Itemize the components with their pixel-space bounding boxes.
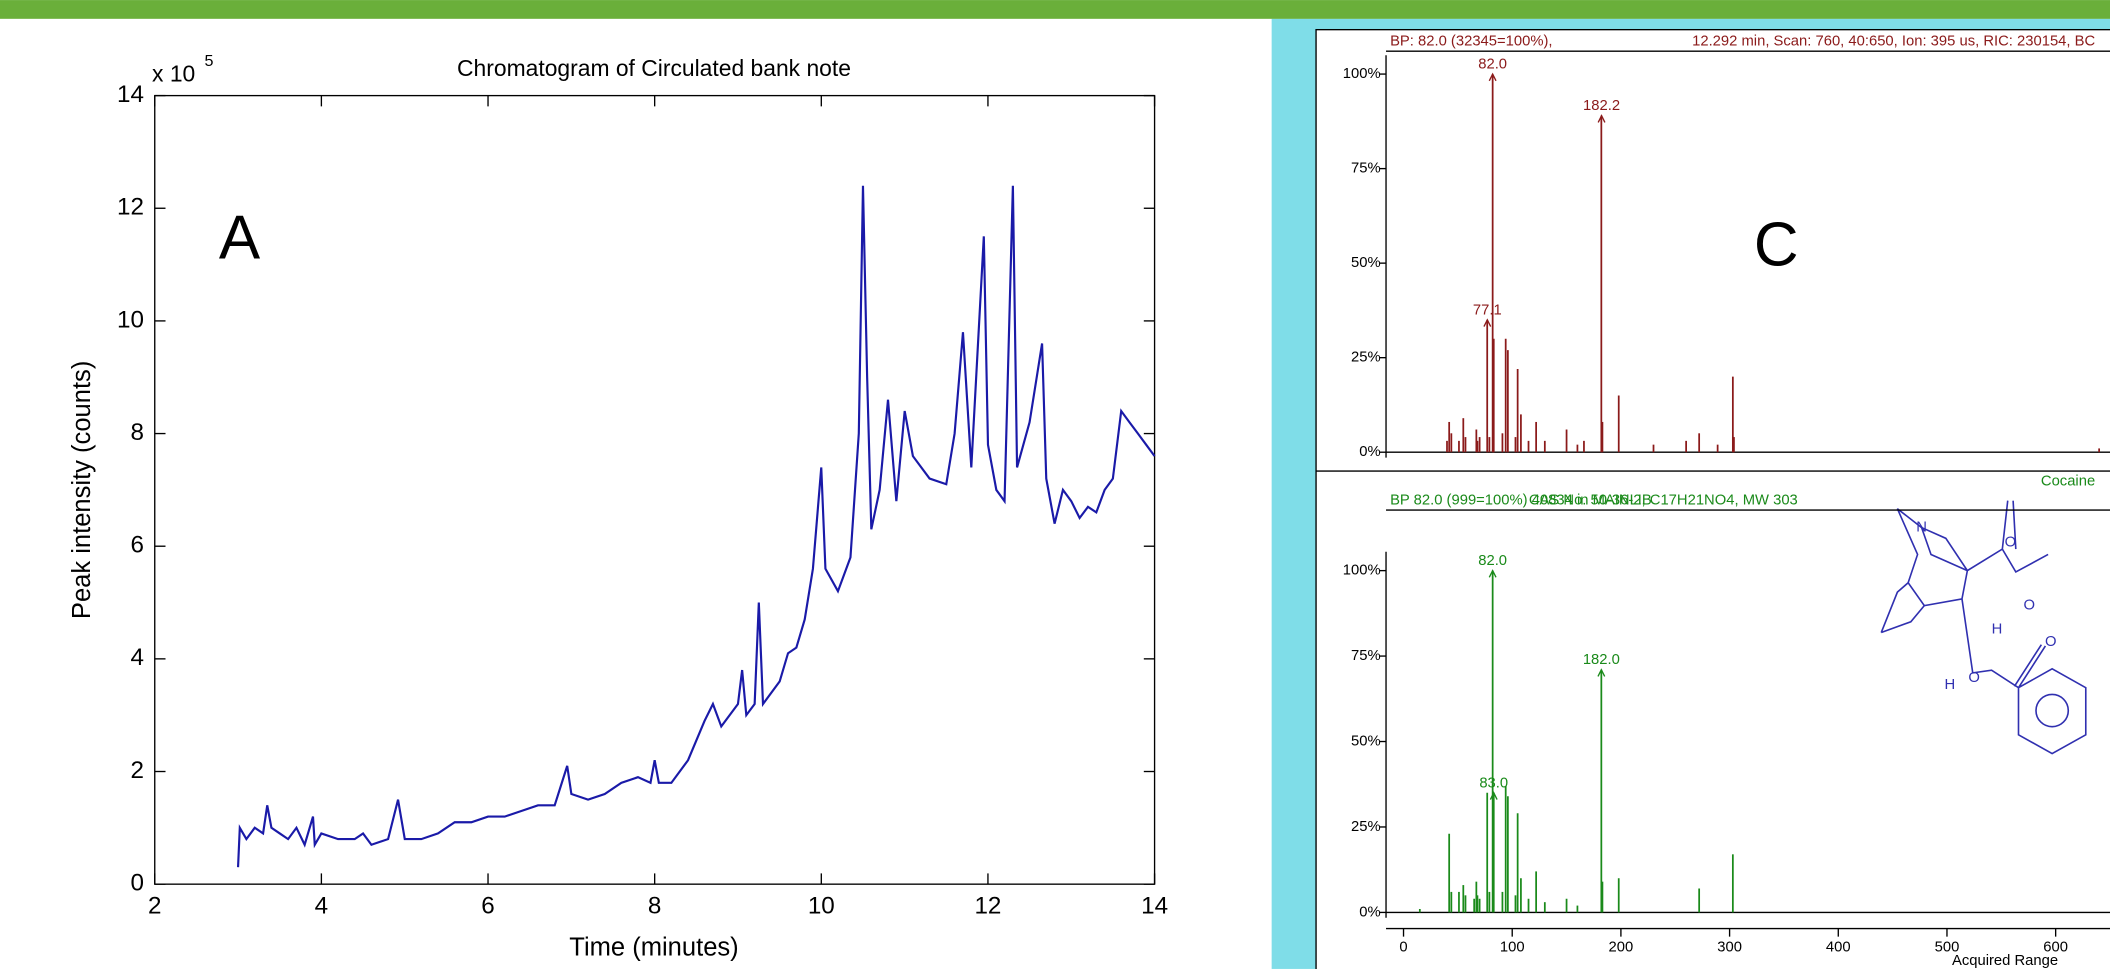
atom-label: O <box>2024 598 2036 614</box>
y-tick-label: 0% <box>1359 904 1380 920</box>
y-tick-label: 25% <box>1351 350 1381 366</box>
y-tick-label: 4 <box>131 644 144 671</box>
peak-label: 77.1 <box>1473 302 1502 318</box>
atom-label: O <box>1968 670 1980 686</box>
y-tick-label: 0% <box>1359 444 1380 460</box>
peak-label: 82.0 <box>1478 553 1507 569</box>
x-tick-label: 0 <box>1399 939 1407 955</box>
panel-letter: C <box>1754 210 1799 279</box>
top-bar <box>0 0 2110 19</box>
panel-letter: A <box>219 204 261 273</box>
x-tick-label: 600 <box>2043 939 2068 955</box>
x-tick-label: 300 <box>1717 939 1742 955</box>
y-tick-label: 10 <box>117 306 144 333</box>
y-tick-label: 6 <box>131 532 144 559</box>
peak-label: 182.0 <box>1583 652 1620 668</box>
y-tick-label: 75% <box>1351 161 1381 177</box>
header-right: 12.292 min, Scan: 760, 40:650, Ion: 395 … <box>1692 34 2095 50</box>
structure <box>1880 500 2087 755</box>
y-tick-label: 12 <box>117 194 144 221</box>
y-scale-exponent: 5 <box>205 52 214 70</box>
data-line <box>236 185 1156 868</box>
x-tick-label: 8 <box>648 892 661 919</box>
peak-label: 82.0 <box>1478 57 1507 73</box>
x-tick-label: 100 <box>1500 939 1525 955</box>
y-scale-label: x 10 <box>152 60 195 86</box>
atom-label: N <box>1916 519 1927 535</box>
y-tick-label: 0 <box>131 870 144 897</box>
y-tick-label: 25% <box>1351 819 1381 835</box>
peak-arrow <box>1488 569 1497 578</box>
x-axis-title: Acquired Range <box>1952 953 2058 969</box>
x-tick-label: 12 <box>974 892 1001 919</box>
peak-label: 83.0 <box>1479 775 1508 791</box>
header-left: BP: 82.0 (32345=100%), <box>1390 34 1552 50</box>
chart-title: Chromatogram of Circulated bank note <box>457 55 851 81</box>
y-tick-label: 75% <box>1351 648 1381 664</box>
left-panel <box>0 18 1272 969</box>
header-left: BP 82.0 (999=100%) 40834 in MAINLIB <box>1390 493 1652 509</box>
y-tick-label: 100% <box>1343 563 1381 579</box>
spectrum-panel <box>1315 28 2110 974</box>
y-tick-label: 50% <box>1351 733 1381 749</box>
header-right: CAS No. 50-36-2, C17H21NO4, MW 303 <box>1529 493 1798 509</box>
atom-label: H <box>1992 622 2003 638</box>
atom-label: O <box>2005 534 2017 550</box>
peak-arrow <box>1483 318 1492 327</box>
y-tick-label: 8 <box>131 419 144 446</box>
x-tick-label: 6 <box>481 892 494 919</box>
x-tick-label: 200 <box>1609 939 1634 955</box>
peak-arrow <box>1597 668 1606 677</box>
x-tick-label: 500 <box>1935 939 1960 955</box>
y-tick-label: 100% <box>1343 66 1381 82</box>
atom-label: O <box>2045 634 2057 650</box>
y-tick-label: 2 <box>131 757 144 784</box>
x-tick-label: 10 <box>808 892 835 919</box>
x-tick-label: 4 <box>315 892 328 919</box>
atom-label: H <box>1945 677 1956 693</box>
peak-label: 182.2 <box>1583 98 1620 114</box>
peak-arrow <box>1488 72 1497 82</box>
y-tick-label: 50% <box>1351 255 1381 271</box>
y-axis-title: Peak intensity (counts) <box>68 361 96 619</box>
peak-arrow <box>1489 791 1498 800</box>
peak-arrow <box>1597 114 1606 123</box>
x-tick-label: 400 <box>1826 939 1851 955</box>
x-tick-label: 2 <box>148 892 161 919</box>
compound-name: Cocaine <box>2041 474 2095 490</box>
x-tick-label: 14 <box>1141 892 1168 919</box>
x-axis-title: Time (minutes) <box>569 934 738 962</box>
y-tick-label: 14 <box>117 81 144 108</box>
